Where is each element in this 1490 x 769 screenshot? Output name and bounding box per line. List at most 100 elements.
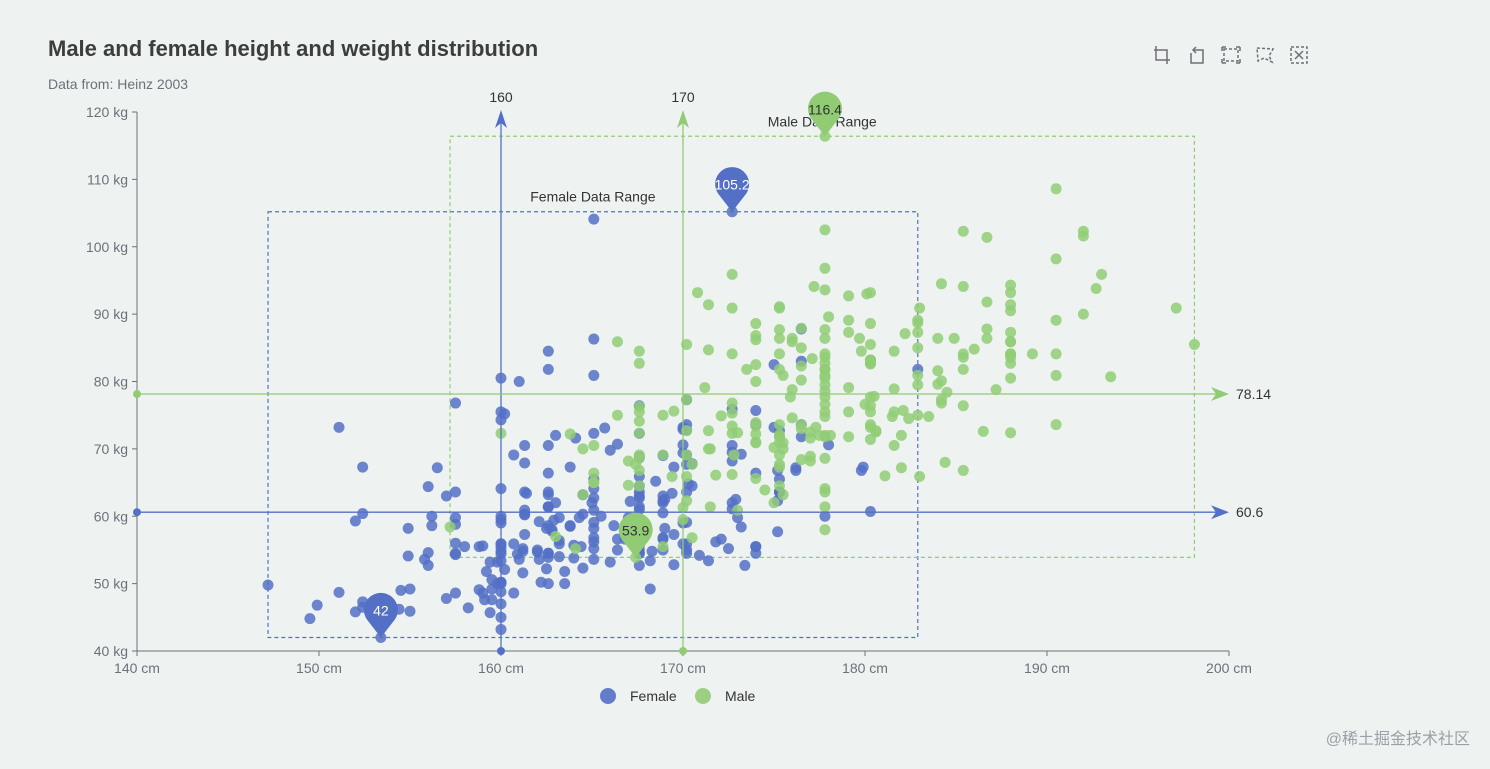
legend-male-label[interactable]: Male [725,688,756,704]
female-point [573,512,585,524]
x-tick-label: 140 cm [114,660,160,676]
male-point [1050,183,1062,195]
female-point [426,520,438,532]
female-point [542,486,554,498]
male-point [981,323,993,335]
x-tick-label: 160 cm [478,660,524,676]
toolbox [1152,44,1310,66]
male-point [864,287,876,299]
female-point [304,613,316,625]
male-point [657,449,669,461]
male-point [948,332,960,344]
male-point [686,532,698,544]
female-point [508,449,520,461]
female-point [395,584,407,596]
female-point [484,607,496,619]
female-point [588,504,600,516]
clear-select-icon[interactable] [1288,44,1310,66]
female-point [646,545,658,557]
y-tick-label: 50 kg [94,576,128,592]
male-point [633,345,645,357]
male-point [819,348,831,360]
female-point [484,556,496,568]
female-point [333,421,345,433]
male-point [843,314,855,326]
mark-area-female [267,211,919,639]
male-point [726,427,738,439]
y-tick-label: 70 kg [94,441,128,457]
zoom-reset-icon[interactable] [1186,44,1208,66]
male-point [912,409,924,421]
male-point [726,407,738,419]
female-point [519,504,531,516]
female-point [357,461,369,473]
male-point [895,429,907,441]
male-point [932,365,944,377]
male-point [843,431,855,443]
male-point [611,409,623,421]
female-point [723,543,734,555]
male-point [588,467,600,479]
male-point [819,429,831,441]
legend-female-icon [600,688,616,704]
female-point [750,404,762,416]
female-point [262,579,274,591]
female-point [422,547,434,559]
female-point [542,363,554,375]
female-point [542,578,554,590]
male-point [888,440,900,452]
male-point [854,332,866,344]
male-point [899,328,911,340]
legend-female-label[interactable]: Female [630,688,677,704]
pin-label: 105.2 [715,177,750,193]
male-point [773,461,785,473]
female-point [633,501,645,513]
male-point [795,360,807,372]
lasso-select-icon[interactable] [1254,44,1276,66]
male-point [633,449,645,461]
female-point [702,555,714,567]
male-point [957,464,969,476]
female-mark-line-label: 60.6 [1236,504,1263,520]
female-point [440,490,452,502]
female-point [599,422,611,434]
mark-area-label: Female Data Range [530,189,656,205]
male-point [981,296,993,308]
male-point [681,495,693,507]
chart-subtitle: Data from: Heinz 2003 [48,76,189,92]
male-point [1050,253,1062,265]
female-point [668,528,680,540]
male-point [588,440,600,452]
y-tick-label: 80 kg [94,374,128,390]
male-point [750,330,762,342]
male-point [704,501,716,513]
female-point [499,563,511,575]
female-point [519,457,531,469]
female-point [480,565,492,577]
male-point [819,372,831,384]
male-point [912,326,924,338]
male-point [819,332,831,344]
female-point [462,602,474,614]
female-point [668,559,680,571]
x-tick-label: 180 cm [842,660,888,676]
rect-select-icon[interactable] [1220,44,1242,66]
male-point [726,302,738,314]
female-point [422,559,434,571]
male-point [1005,279,1017,291]
female-point [568,552,580,564]
zoom-in-icon[interactable] [1152,44,1174,66]
male-point [773,419,785,431]
female-point [588,213,600,225]
male-point [957,225,969,237]
male-point [773,437,785,449]
female-point [588,369,600,381]
female-point [864,506,876,518]
male-point [786,412,798,424]
male-point [819,324,831,336]
male-point [864,354,876,366]
female-point [542,440,554,452]
female-point [333,586,345,598]
